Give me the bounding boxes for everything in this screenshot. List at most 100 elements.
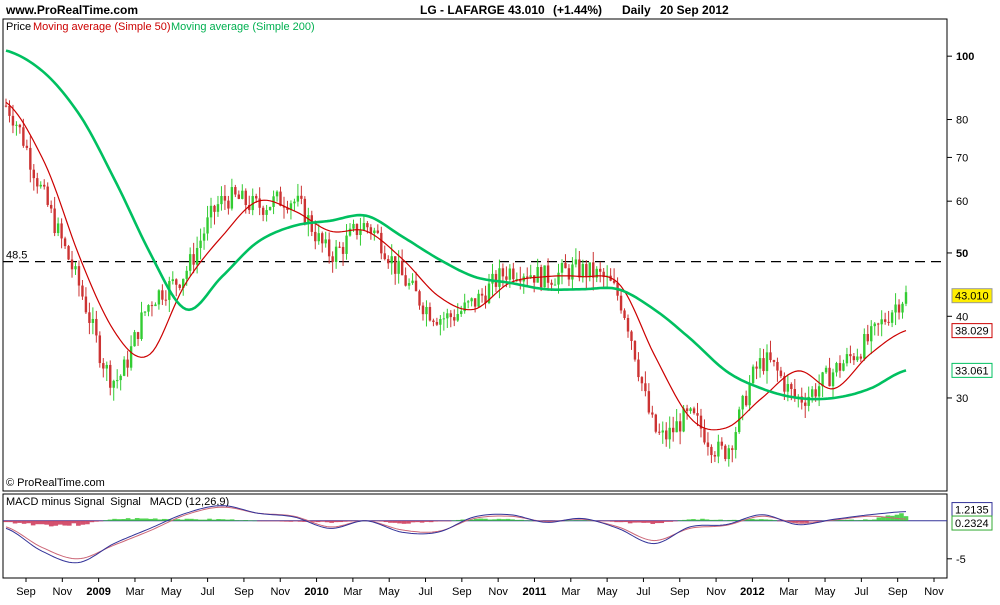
copyright-label: © ProRealTime.com xyxy=(6,477,105,489)
candle-body xyxy=(793,389,797,397)
candle-body xyxy=(821,372,824,387)
macd-histogram-bar xyxy=(469,519,475,521)
macd-histogram-bar xyxy=(270,520,276,522)
macd-histogram-bar xyxy=(247,520,253,521)
macd-histogram-bar xyxy=(609,520,615,522)
candle-body xyxy=(804,402,807,406)
macd-histogram-bar xyxy=(8,520,13,523)
candle-body xyxy=(352,223,355,229)
candle-body xyxy=(706,442,710,447)
x-tick-label: Jul xyxy=(636,586,650,598)
candle-body xyxy=(487,283,491,304)
candle-body xyxy=(234,187,237,195)
candle-body xyxy=(546,265,550,283)
candle-body xyxy=(359,230,362,235)
candle-body xyxy=(18,124,22,128)
macd-histogram-bar xyxy=(180,519,185,521)
macd-histogram-bar xyxy=(745,519,751,521)
candle-body xyxy=(824,367,828,373)
macd-histogram-bar xyxy=(207,518,212,521)
candle-body xyxy=(581,264,585,278)
candle-body xyxy=(49,204,53,209)
candle-body xyxy=(762,358,765,372)
candle-body xyxy=(553,284,557,286)
macd-histogram-bar xyxy=(266,520,271,522)
site-name[interactable]: www.ProRealTime.com xyxy=(5,3,138,17)
candle-body xyxy=(188,254,192,271)
candle-body xyxy=(300,195,303,199)
candle-body xyxy=(790,384,793,390)
candle-body xyxy=(557,272,560,285)
macd-histogram-bar xyxy=(763,519,769,521)
candle-body xyxy=(703,428,706,443)
candle-body xyxy=(150,305,154,307)
macd-histogram-bar xyxy=(71,520,77,524)
macd-histogram-bar xyxy=(501,519,506,521)
macd-histogram-bar xyxy=(333,520,339,523)
candle-body xyxy=(157,290,161,305)
candle-body xyxy=(724,445,727,459)
candle-body xyxy=(644,383,647,392)
macd-histogram-bar xyxy=(731,519,737,521)
macd-legend: MACD minus Signal Signal MACD (12,26,9) xyxy=(6,496,229,508)
macd-histogram-bar xyxy=(288,520,294,522)
moving-average-lines xyxy=(5,49,907,431)
candle-body xyxy=(348,228,352,236)
ma50-line xyxy=(5,101,907,431)
candle-body xyxy=(880,319,883,325)
x-tick-label: Mar xyxy=(125,586,144,598)
candle-body xyxy=(15,124,18,126)
candle-body xyxy=(477,293,480,307)
candle-body xyxy=(661,430,664,433)
candle-body xyxy=(53,208,56,234)
candle-body xyxy=(904,292,908,304)
macd-histogram-bar xyxy=(664,520,669,522)
macd-histogram-bar xyxy=(419,520,425,523)
candle-body xyxy=(275,191,279,197)
candle-body xyxy=(418,291,421,306)
macd-histogram-bar xyxy=(813,520,818,522)
candle-body xyxy=(251,196,254,211)
macd-histogram-bar xyxy=(451,520,457,521)
price-tick-label: 100 xyxy=(956,51,974,63)
macd-histogram-bar xyxy=(899,513,904,521)
macd-histogram-bar xyxy=(564,520,570,522)
candle-body xyxy=(178,284,181,288)
macd-histogram-bar xyxy=(578,520,583,521)
macd-histogram-bar xyxy=(614,520,619,523)
macd-histogram-bar xyxy=(12,520,18,524)
reference-line-label: 48.5 xyxy=(6,250,27,262)
candle-body xyxy=(56,223,60,234)
macd-histogram-bar xyxy=(39,520,45,525)
candle-body xyxy=(654,414,658,432)
macd-histogram-bar xyxy=(302,520,307,522)
candle-body xyxy=(776,361,779,371)
candle-body xyxy=(46,186,49,205)
candle-body xyxy=(449,313,452,318)
candle-body xyxy=(154,304,157,307)
candle-body xyxy=(88,312,91,323)
candle-body xyxy=(453,317,456,321)
price-tick-label: 30 xyxy=(956,393,968,405)
candle-body xyxy=(296,195,300,202)
price-legend: Price Moving average (Simple 50) Moving … xyxy=(6,21,315,33)
candle-body xyxy=(856,356,859,361)
candle-body xyxy=(407,283,411,286)
macd-histogram-bar xyxy=(623,520,628,523)
candle-body xyxy=(831,372,835,387)
candle-body xyxy=(842,363,845,371)
macd-histogram-bar xyxy=(35,520,40,525)
candle-body xyxy=(192,254,195,265)
candle-body xyxy=(32,169,35,179)
macd-histogram-bar xyxy=(211,519,217,521)
candle-body xyxy=(897,304,901,313)
last-value-badges: 43.010 38.029 33.061 xyxy=(951,288,993,378)
candle-body xyxy=(248,205,251,211)
candle-body xyxy=(633,340,637,360)
macd-histogram-bar xyxy=(21,520,27,524)
candle-body xyxy=(223,196,227,201)
macd-histogram-bar xyxy=(17,520,22,523)
candle-body xyxy=(529,275,532,278)
legend-price: Price xyxy=(6,21,31,33)
candle-body xyxy=(512,268,515,280)
